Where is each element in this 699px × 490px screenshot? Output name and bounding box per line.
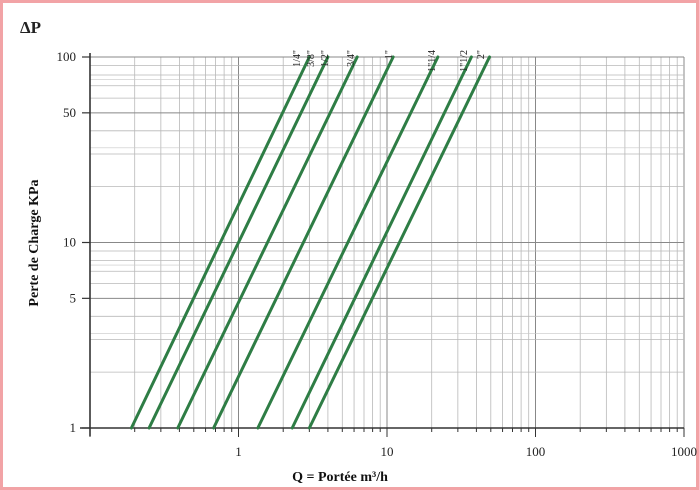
x-axis-title: Q = Portée m³/h: [292, 470, 388, 485]
y-tick-label: 10: [63, 235, 76, 250]
grid: [89, 56, 685, 429]
series-label: 1": [384, 50, 395, 59]
series-line: [147, 55, 330, 430]
axes: [80, 53, 685, 437]
y-axis-title: Perte de Charge KPa: [27, 179, 42, 306]
series-label: 2": [476, 50, 487, 59]
tick-labels: 1 10 100 1000 1 5 10 50 100 1/4" 3/8" 1/2" 3/4" 1" 1"1…: [57, 49, 698, 459]
series-line: [307, 55, 491, 430]
series-label: 1/4": [292, 50, 303, 67]
y-tick-label: 1: [70, 420, 77, 435]
x-tick-label: 100: [526, 444, 546, 459]
delta-p-label: ΔP: [20, 18, 41, 37]
series-label: 3/4": [346, 50, 357, 67]
series-label: 1/2": [320, 50, 331, 67]
series-line: [176, 55, 359, 430]
y-tick-label: 50: [63, 105, 76, 120]
series-line: [129, 55, 311, 430]
series-label: 1"1/2: [459, 50, 470, 72]
series-label: 3/8": [306, 50, 317, 67]
y-tick-label: 5: [70, 290, 77, 305]
x-tick-label: 1: [235, 444, 242, 459]
series-line: [290, 55, 473, 430]
series-line: [256, 55, 440, 430]
y-tick-label: 100: [57, 49, 77, 64]
x-tick-label: 1000: [671, 444, 697, 459]
series-label: 1"1/4: [427, 50, 438, 72]
series-lines: [129, 55, 491, 430]
series-line: [212, 55, 395, 430]
x-tick-label: 10: [381, 444, 394, 459]
